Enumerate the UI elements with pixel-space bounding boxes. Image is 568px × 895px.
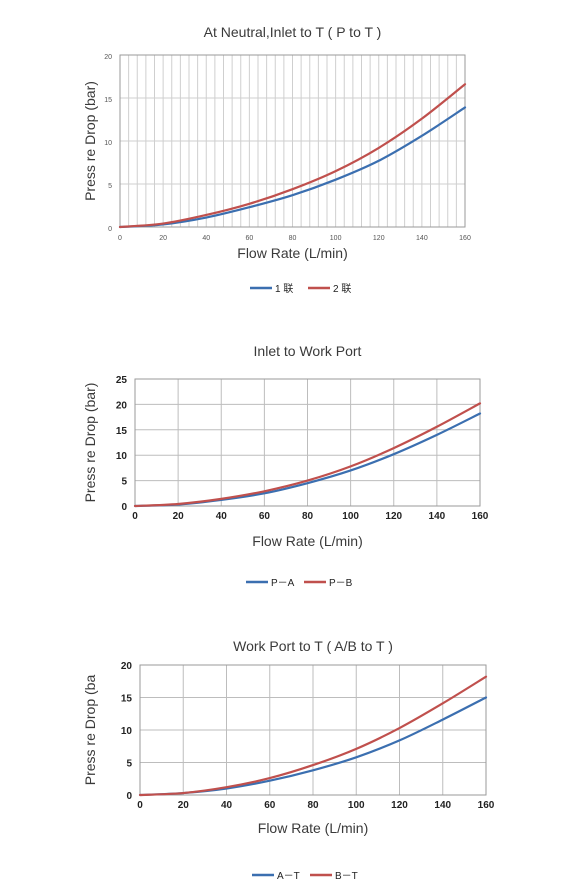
y-tick-label: 5 [126, 759, 132, 770]
x-tick-label: 140 [434, 800, 451, 811]
y-axis-label: Press re Drop (bar) [82, 383, 98, 503]
series-line-2 [133, 402, 482, 508]
x-tick-label: 80 [302, 511, 314, 522]
legend: P－A P－B [246, 578, 353, 589]
x-axis-label: Flow Rate (L/min) [258, 820, 368, 836]
chart-2: Inlet to Work Port Flow Rate (L/min) Press… [82, 343, 489, 589]
gridlines [119, 54, 466, 228]
y-tick-label: 15 [104, 97, 112, 104]
x-tick-label: 60 [259, 511, 271, 522]
gridlines [134, 378, 481, 507]
x-tick-label: 140 [429, 511, 446, 522]
x-tick-label: 40 [216, 511, 228, 522]
x-tick-label: 160 [459, 235, 471, 242]
y-axis-label: Press re Drop (ba [82, 675, 98, 786]
y-tick-label: 0 [121, 502, 127, 513]
y-tick-label: 20 [116, 400, 128, 411]
x-tick-label: 120 [391, 800, 408, 811]
chart-3: Work Port to T ( A/B to T ) Flow Rate (L/… [82, 638, 495, 882]
x-tick-label: 160 [478, 800, 495, 811]
x-tick-label: 120 [373, 235, 385, 242]
legend-label: 1 联 [275, 283, 293, 295]
x-tick-label: 0 [137, 800, 143, 811]
legend-label: P－B [329, 578, 353, 589]
chart-title: Work Port to T ( A/B to T ) [233, 638, 393, 654]
y-tick-label: 0 [108, 226, 112, 233]
y-tick-label: 5 [108, 183, 112, 190]
plot-area [139, 664, 487, 796]
y-axis-label: Press re Drop (bar) [82, 81, 98, 201]
series-line-2 [138, 675, 488, 797]
plot-area [119, 54, 466, 228]
gridlines [139, 664, 487, 796]
y-tick-label: 10 [104, 140, 112, 147]
x-tick-label: 120 [385, 511, 402, 522]
y-tick-label: 10 [116, 451, 128, 462]
x-tick-label: 20 [159, 235, 167, 242]
x-tick-label: 80 [289, 235, 297, 242]
x-tick-label: 0 [118, 235, 122, 242]
x-tick-label: 20 [173, 511, 185, 522]
x-tick-label: 140 [416, 235, 428, 242]
x-tick-label: 40 [202, 235, 210, 242]
x-tick-label: 40 [221, 800, 233, 811]
legend-label: P－A [271, 578, 295, 589]
x-axis-label: Flow Rate (L/min) [252, 533, 362, 549]
legend-label: B－T [335, 871, 358, 882]
chart-title: Inlet to Work Port [254, 343, 362, 359]
y-tick-label: 5 [121, 477, 127, 488]
x-tick-label: 100 [348, 800, 365, 811]
y-tick-label: 15 [121, 694, 133, 705]
series-line-1 [118, 106, 467, 229]
x-tick-label: 160 [472, 511, 489, 522]
y-tick-label: 25 [116, 375, 128, 386]
x-tick-label: 20 [178, 800, 190, 811]
y-tick-label: 20 [121, 661, 133, 672]
y-tick-label: 10 [121, 726, 133, 737]
x-tick-label: 0 [132, 511, 138, 522]
chart-1: At Neutral,Inlet to T ( P to T ) Flow Rat… [82, 24, 471, 295]
y-tick-label: 0 [126, 791, 132, 802]
y-tick-label: 15 [116, 426, 128, 437]
legend: A－T B－T [252, 871, 358, 882]
x-tick-label: 100 [342, 511, 359, 522]
legend-label: 2 联 [333, 283, 351, 295]
x-tick-label: 80 [307, 800, 319, 811]
legend-label: A－T [277, 871, 300, 882]
x-tick-label: 60 [264, 800, 276, 811]
legend: 1 联 2 联 [250, 283, 351, 295]
y-tick-label: 20 [104, 54, 112, 61]
plot-area [134, 378, 481, 507]
x-tick-label: 60 [245, 235, 253, 242]
x-axis-label: Flow Rate (L/min) [237, 245, 347, 261]
series-line-2 [118, 83, 467, 229]
x-tick-label: 100 [330, 235, 342, 242]
chart-title: At Neutral,Inlet to T ( P to T ) [204, 24, 382, 40]
